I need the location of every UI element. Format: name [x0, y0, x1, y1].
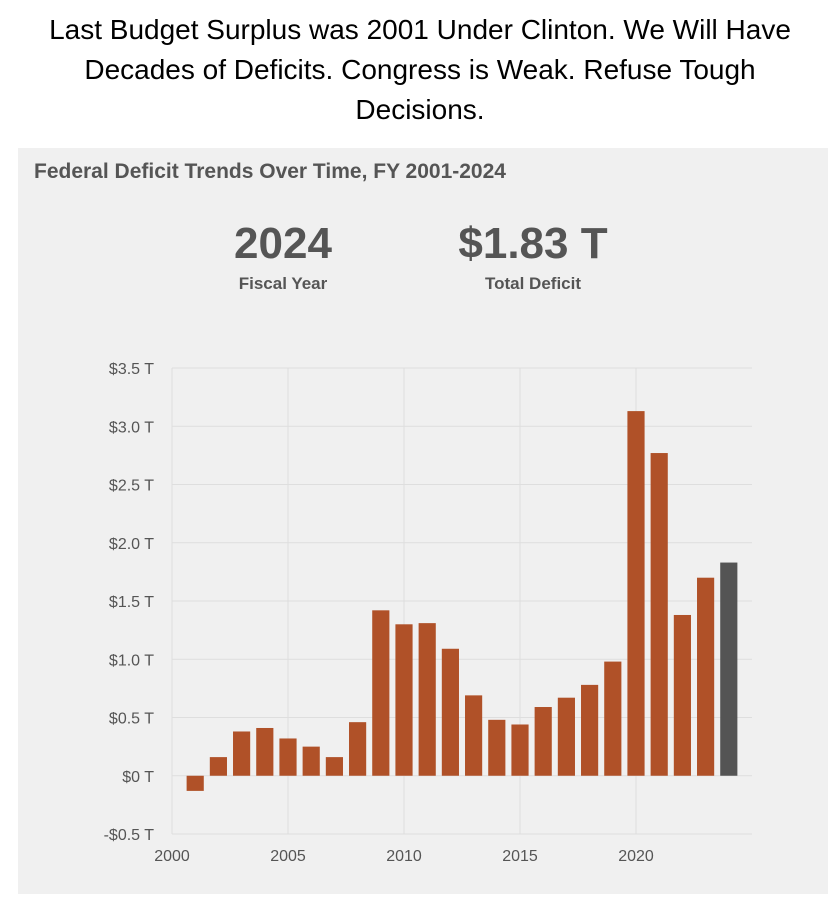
bar-2007	[325, 757, 343, 776]
x-tick-label: 2000	[154, 848, 190, 865]
y-tick-label: $1.5 T	[109, 594, 154, 611]
bar-2024	[720, 562, 738, 776]
y-tick-label: -$0.5 T	[104, 827, 155, 844]
bar-2023	[697, 577, 715, 776]
kpi-fiscal-year-label: Fiscal Year	[238, 274, 328, 293]
y-tick-label: $2.0 T	[109, 536, 154, 553]
chart-title: Federal Deficit Trends Over Time, FY 200…	[34, 160, 506, 183]
bar-2005	[279, 738, 297, 776]
y-tick-label: $3.0 T	[109, 419, 154, 436]
bar-2008	[349, 722, 367, 776]
kpi-fiscal-year: 2024 Fiscal Year	[218, 218, 348, 294]
bar-2020	[627, 411, 645, 776]
bar-2013	[465, 695, 483, 776]
y-tick-label: $1.0 T	[109, 652, 154, 669]
kpi-fiscal-year-value: 2024	[234, 219, 332, 268]
deficit-bar-chart: $3.5 T $3.0 T $2.5 T $2.0 T $1.5 T $1.0 T $0.5…	[104, 361, 752, 865]
caption: Last Budget Surplus was 2001 Under Clint…	[49, 14, 791, 125]
bar-2022	[673, 614, 691, 776]
bar-2012	[441, 648, 459, 776]
bar-2016	[534, 707, 552, 776]
bar-2009	[372, 610, 390, 776]
y-tick-label: $0.5 T	[109, 711, 154, 728]
bar-2021	[650, 453, 668, 776]
x-tick-label: 2015	[502, 848, 538, 865]
bar-2011	[418, 623, 436, 776]
bar-2003	[233, 731, 251, 776]
x-tick-label: 2020	[618, 848, 654, 865]
bar-2014	[488, 719, 506, 776]
bar-2017	[557, 697, 575, 776]
bar-2015	[511, 724, 529, 776]
bar-2006	[302, 746, 320, 776]
kpi-total-deficit-label: Total Deficit	[484, 274, 582, 293]
y-tick-label: $3.5 T	[109, 361, 154, 378]
bar-2001	[186, 775, 204, 791]
y-tick-label: $2.5 T	[109, 478, 154, 495]
bar-2004	[256, 727, 274, 776]
bar-2019	[604, 661, 622, 776]
bar-2010	[395, 624, 413, 776]
kpi-total-deficit: $1.83 T Total Deficit	[438, 218, 628, 294]
bar-2018	[581, 684, 599, 776]
bar-2002	[209, 757, 227, 776]
y-tick-label: $0 T	[122, 769, 154, 786]
x-tick-label: 2005	[270, 848, 306, 865]
x-tick-label: 2010	[386, 848, 422, 865]
chart-card: Federal Deficit Trends Over Time, FY 200…	[18, 148, 828, 894]
kpi-total-deficit-value: $1.83 T	[458, 219, 608, 268]
